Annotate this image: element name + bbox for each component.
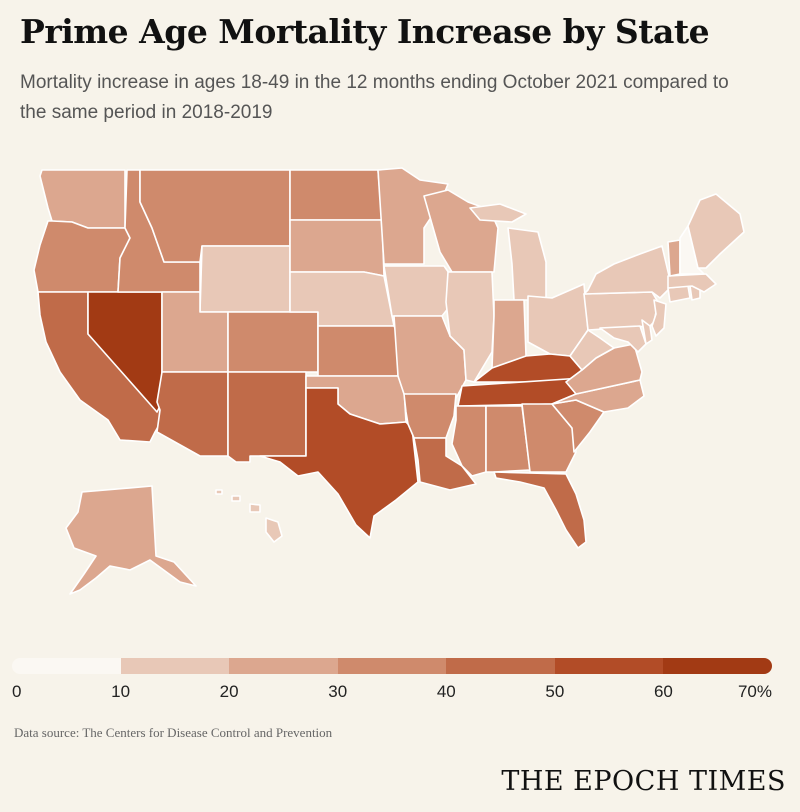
state-alabama [485,405,531,473]
legend-label-5: 50 [545,682,565,701]
state-hawaii [215,489,283,543]
state-maryland [599,325,647,353]
legend-swatch-1 [120,658,230,674]
state-delaware [641,319,653,345]
state-illinois [445,271,495,383]
state-wyoming [199,245,291,313]
state-new-mexico [227,371,307,463]
data-source: Data source: The Centers for Disease Con… [14,725,333,740]
legend-label-0: 0 [12,682,22,701]
state-wisconsin [423,189,499,273]
legend-swatch-4 [446,658,555,674]
legend-label-3: 30 [328,682,348,701]
legend-label-7: 70% [737,682,772,701]
state-new-york [583,245,671,299]
page-title: Prime Age Mortality Increase by State [20,12,710,51]
state-arizona [156,371,229,457]
legend-label-4: 40 [436,682,456,701]
color-legend [12,658,772,674]
state-massachusetts [667,273,717,293]
state-north-dakota [289,169,383,221]
publisher-logo: THE EPOCH TIMES [501,766,786,797]
state-kansas [317,325,399,377]
page-subtitle: Mortality increase in ages 18-49 in the … [20,72,729,123]
legend-labels: 0 10 20 30 40 50 60 70% [0,682,800,706]
state-iowa [383,265,455,317]
state-florida [493,471,587,549]
legend-swatch-6 [663,658,772,674]
legend-swatch-2 [229,658,338,674]
legend-label-2: 20 [219,682,239,701]
legend-label-6: 60 [653,682,673,701]
state-maine [687,193,745,269]
state-new-jersey [651,299,667,337]
legend-swatch-3 [337,658,447,674]
state-washington [39,169,126,229]
state-new-hampshire [679,225,705,275]
legend-swatch-0 [12,658,121,674]
state-oregon [33,220,131,293]
state-arkansas [403,393,457,439]
state-south-dakota [289,219,385,277]
state-vermont [667,239,681,277]
legend-label-1: 10 [111,682,131,701]
state-alaska [65,485,197,595]
state-louisiana [413,437,477,491]
legend-swatch-5 [554,658,664,674]
state-texas [259,387,419,539]
state-colorado [227,311,319,373]
state-kentucky [473,353,583,383]
